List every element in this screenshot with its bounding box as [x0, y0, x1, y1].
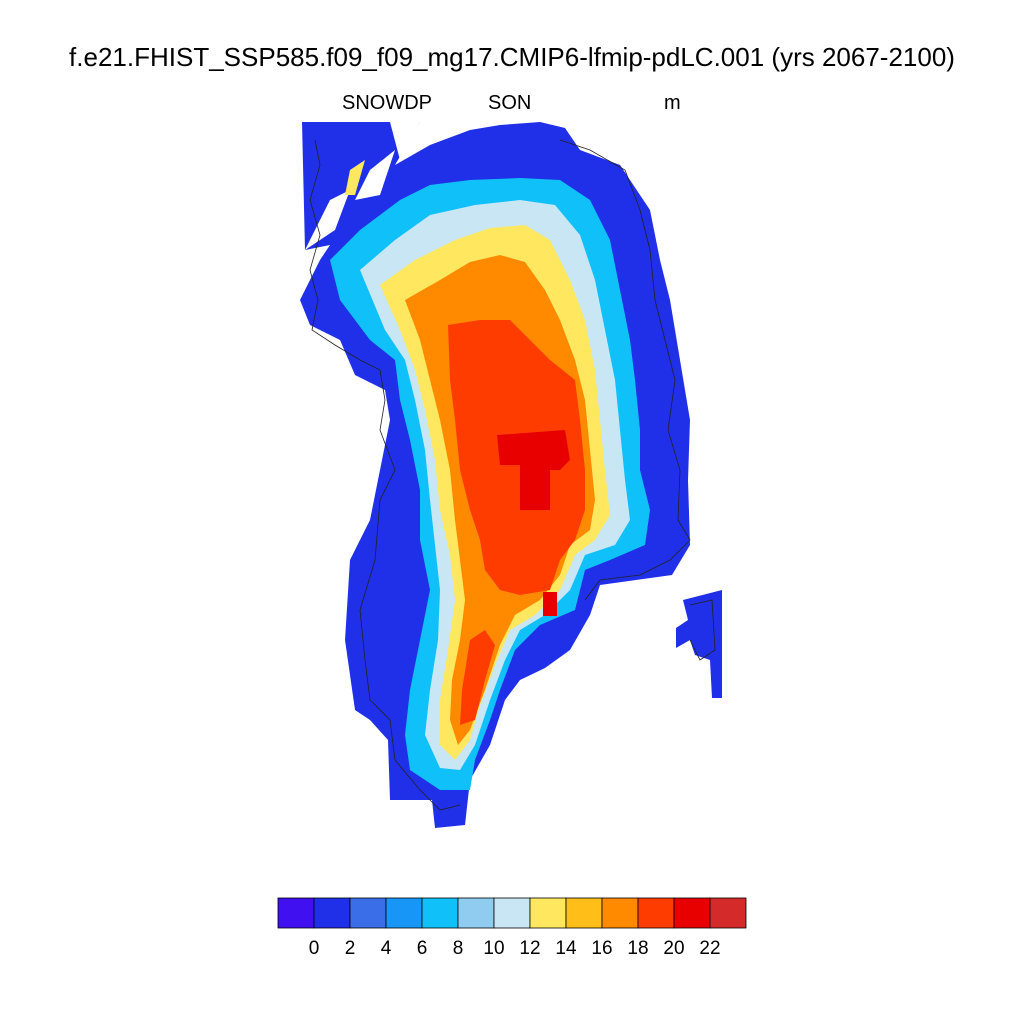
colorbar-tick-label: 10	[483, 938, 504, 959]
colorbar-swatch	[673, 897, 711, 929]
colorbar-swatch	[349, 897, 387, 929]
variable-label: SNOWDP	[342, 92, 432, 114]
greenland-field	[300, 122, 690, 828]
colorbar-swatch	[529, 897, 567, 929]
colorbar-tick-label: 12	[519, 938, 540, 959]
colorbar-tick-label: 8	[453, 938, 464, 959]
colorbar-tick-label: 6	[417, 938, 428, 959]
colorbar-swatch	[709, 897, 747, 929]
coastline	[309, 139, 716, 811]
colorbar-tick-label: 0	[309, 938, 320, 959]
colorbar-swatch	[601, 897, 639, 929]
colorbar-swatch	[385, 897, 423, 929]
colorbar-swatch	[457, 897, 495, 929]
colorbar-tick-label: 20	[663, 938, 684, 959]
season-label: SON	[488, 92, 532, 114]
colorbar-swatch	[421, 897, 459, 929]
units-label: m	[664, 92, 681, 114]
colorbar-swatch	[493, 897, 531, 929]
colorbar-tick-label: 18	[627, 938, 648, 959]
plot-title: f.e21.FHIST_SSP585.f09_f09_mg17.CMIP6-lf…	[69, 42, 955, 72]
colorbar-tick-label: 4	[381, 938, 392, 959]
island	[676, 590, 722, 698]
colorbar-swatch	[277, 897, 315, 929]
colorbar-swatch	[565, 897, 603, 929]
nw-corner	[305, 122, 420, 250]
snow-depth-map	[300, 122, 722, 828]
colorbar-swatch	[637, 897, 675, 929]
colorbar-tick-label: 16	[591, 938, 612, 959]
colorbar-tick-label: 2	[345, 938, 356, 959]
colorbar-swatch	[313, 897, 351, 929]
colorbar-tick-label: 22	[699, 938, 720, 959]
colorbar-tick-label: 14	[555, 938, 577, 959]
